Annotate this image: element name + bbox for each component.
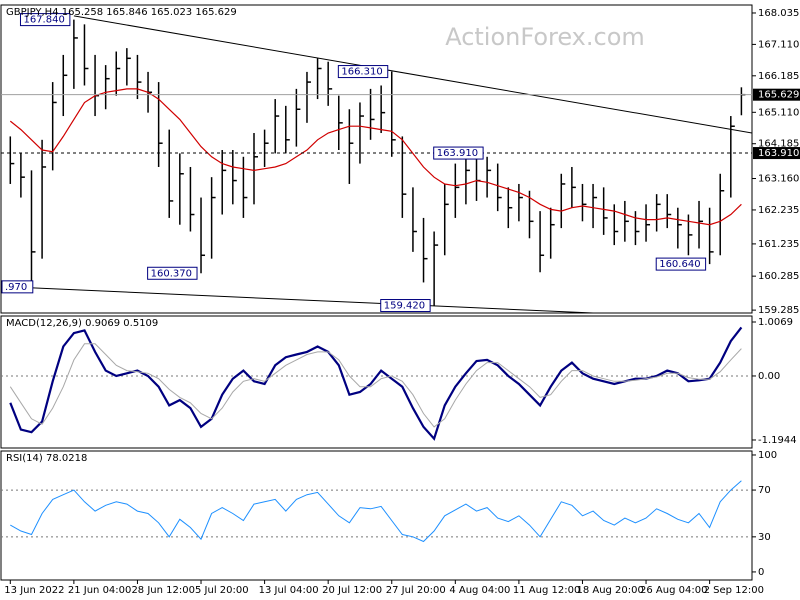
moving-average (9, 88, 742, 226)
x-tick-label: 27 Jul 20:00 (386, 585, 446, 596)
x-tick-label: 4 Aug 04:00 (449, 585, 510, 596)
panel-title: RSI(14) 78.0218 (6, 453, 87, 464)
y-tick-label: 161.235 (758, 239, 799, 250)
series-line (9, 343, 742, 428)
y-tick-label: 30 (758, 532, 771, 543)
y-tick-label: 164.185 (758, 139, 799, 150)
annotation-box (19, 13, 71, 27)
y-tick-label: 165.110 (758, 107, 799, 118)
y-tick-label: 1.0069 (758, 317, 793, 328)
y-tick-label: 100 (758, 450, 777, 461)
y-tick-label: 168.035 (758, 8, 799, 19)
annotation-label: 167.840 (23, 15, 64, 26)
panel-frame (0, 315, 753, 449)
annotation-label: 159.420 (384, 301, 425, 312)
panel (1, 326, 752, 441)
annotation-box (380, 299, 431, 313)
x-tick-label: 28 Jun 12:00 (131, 585, 195, 596)
annotation-label: 166.310 (341, 67, 382, 78)
x-tick-label: 2 Sep 12:00 (704, 585, 764, 596)
y-tick-label: 160.285 (758, 271, 799, 282)
annotation-label: 160.640 (659, 259, 700, 270)
x-tick-label: 21 Jun 04:00 (68, 585, 132, 596)
y-tick-label: 0 (758, 567, 764, 578)
x-tick-label: 5 Jul 20:00 (195, 585, 249, 596)
trendline (10, 286, 594, 313)
level-label: 165.629 (758, 90, 799, 101)
x-tick-label: 20 Jul 12:00 (322, 585, 382, 596)
series-line (10, 480, 742, 543)
y-tick-label: -1.1944 (758, 435, 797, 446)
series-line (9, 326, 743, 441)
panel-frame (0, 4, 753, 314)
annotation-label: 160.370 (151, 268, 192, 279)
level-box (753, 147, 800, 160)
x-tick-label: 18 Aug 20:00 (576, 585, 643, 596)
trendline (73, 15, 752, 134)
annotation-box (655, 257, 707, 271)
watermark: ActionForex.com (445, 23, 645, 51)
panel (1, 480, 752, 543)
level-box (753, 88, 800, 101)
panel-frame (0, 450, 753, 581)
y-tick-label: 163.160 (758, 174, 799, 185)
annotation-label: 163.910 (437, 148, 478, 159)
x-tick-label: 11 Aug 12:00 (513, 585, 580, 596)
panel-title: GBPJPY,H4 165.258 165.846 165.023 165.62… (6, 7, 237, 18)
x-tick-label: 13 Jul 04:00 (259, 585, 319, 596)
annotation-box (433, 146, 484, 160)
y-tick-label: 162.235 (758, 205, 799, 216)
y-tick-label: 166.185 (758, 71, 799, 82)
panel: 167.840 166.310 163.910 160.370 159.420 160.6… (1, 13, 752, 313)
y-tick-label: 70 (758, 485, 771, 496)
panel-title: MACD(12,26,9) 0.9069 0.5109 (6, 318, 158, 329)
level-label: 163.910 (758, 148, 799, 159)
annotation-box (337, 65, 389, 79)
annotation-box (1, 280, 34, 294)
y-tick-label: 0.00 (758, 371, 780, 382)
x-tick-label: 13 Jun 2022 (4, 585, 64, 596)
x-tick-label: 26 Aug 04:00 (640, 585, 707, 596)
annotation-label: .970 (5, 282, 27, 293)
y-tick-label: 159.285 (758, 305, 799, 316)
annotation-box (147, 266, 198, 280)
y-tick-label: 167.110 (758, 39, 799, 50)
